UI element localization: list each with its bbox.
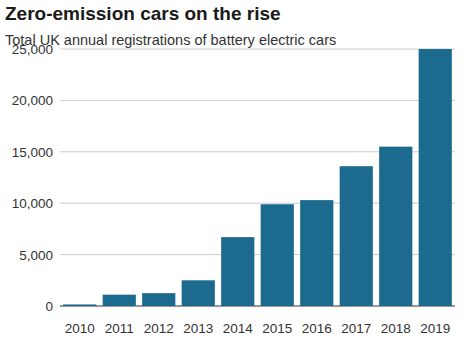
x-tick-label: 2018 [381,321,411,336]
bar [340,166,373,306]
x-tick-label: 2016 [302,321,332,336]
bar [221,237,254,306]
x-tick-label: 2013 [183,321,213,336]
bar [300,200,333,306]
bar [142,293,175,306]
x-tick-label: 2014 [223,321,254,336]
y-tick-label: 15,000 [12,145,53,160]
x-tick-label: 2015 [262,321,292,336]
x-tick-label: 2012 [144,321,174,336]
y-tick-label: 10,000 [12,196,53,211]
grid-line [60,100,455,101]
subtitle: Total UK annual registrations of battery… [5,32,336,48]
bar [419,49,452,306]
y-tick-label: 0 [45,299,53,314]
bar [261,204,294,306]
bar [379,147,412,306]
x-tick-label: 2011 [105,321,134,336]
bar [182,280,215,306]
grid-line [60,49,455,50]
x-tick-label: 2010 [65,321,95,336]
chart: Zero-emission cars on the rise Total UK a… [0,0,474,354]
title: Zero-emission cars on the rise [5,3,281,24]
bars [63,49,452,306]
bar [63,304,96,306]
x-tick-label: 2017 [341,321,371,336]
y-tick-label: 25,000 [12,42,53,57]
bar [103,295,136,306]
y-tick-label: 20,000 [12,93,53,108]
y-tick-label: 5,000 [19,248,53,263]
x-tick-label: 2019 [420,321,450,336]
